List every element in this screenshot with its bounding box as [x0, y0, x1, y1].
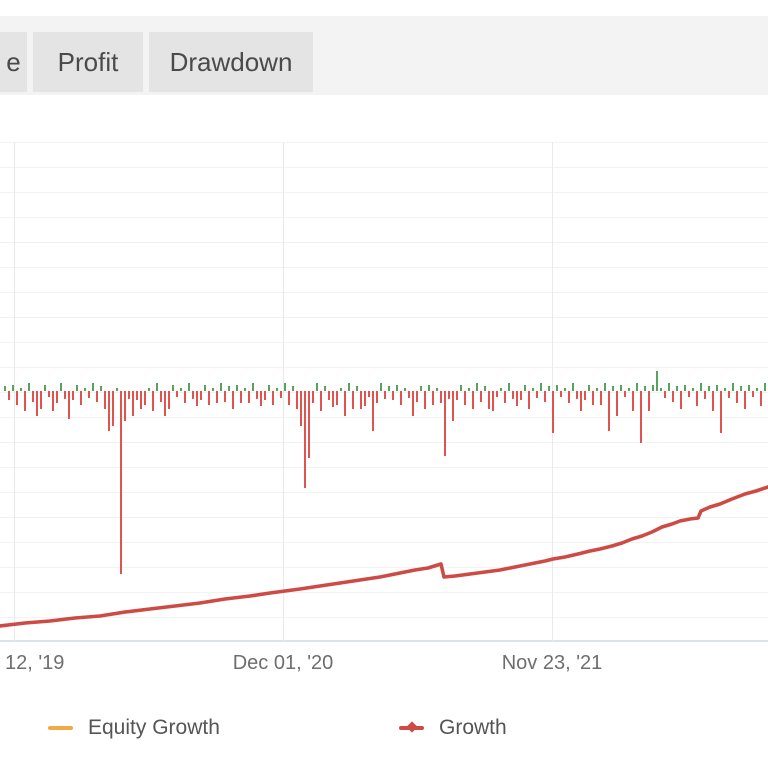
v-gridline: [14, 142, 15, 642]
h-gridline: [0, 342, 768, 343]
h-gridline: [0, 567, 768, 568]
h-gridline: [0, 592, 768, 593]
chart-type-tabbar: e Profit Drawdown: [0, 16, 768, 95]
legend-label: Equity Growth: [88, 716, 220, 739]
tab-label: Profit: [57, 46, 119, 77]
h-gridline: [0, 192, 768, 193]
h-gridline: [0, 492, 768, 493]
equity-growth-dash-icon: [48, 726, 73, 730]
legend-label: Growth: [439, 716, 507, 739]
tab-label: e: [6, 46, 21, 77]
h-gridline: [0, 392, 768, 393]
h-gridline: [0, 242, 768, 243]
tab-profit[interactable]: Profit: [33, 32, 143, 92]
tab-label: Drawdown: [169, 46, 293, 77]
h-gridline: [0, 367, 768, 368]
h-gridline: [0, 467, 768, 468]
tab-drawdown[interactable]: Drawdown: [149, 32, 313, 92]
x-axis-tick-0: 12, '19: [5, 652, 65, 674]
h-gridline: [0, 542, 768, 543]
x-axis-line: [0, 640, 768, 642]
h-gridline: [0, 142, 768, 143]
legend-item-equity-growth[interactable]: Equity Growth: [48, 716, 220, 740]
x-axis-tick-1: Dec 01, '20: [232, 652, 334, 674]
v-gridline: [552, 142, 553, 642]
h-gridline: [0, 292, 768, 293]
tab-balance-partial[interactable]: e: [0, 32, 27, 92]
v-gridline: [283, 142, 284, 642]
growth-chart-plot-area[interactable]: [0, 142, 768, 642]
growth-dash-icon: [399, 721, 424, 733]
growth-marker-icon: [406, 721, 418, 733]
h-gridline: [0, 617, 768, 618]
h-gridline: [0, 217, 768, 218]
h-gridline: [0, 317, 768, 318]
h-gridline: [0, 442, 768, 443]
x-axis-tick-2: Nov 23, '21: [501, 652, 603, 674]
h-gridline: [0, 517, 768, 518]
h-gridline: [0, 167, 768, 168]
h-gridline: [0, 417, 768, 418]
legend-item-growth[interactable]: Growth: [399, 716, 507, 740]
h-gridline: [0, 267, 768, 268]
